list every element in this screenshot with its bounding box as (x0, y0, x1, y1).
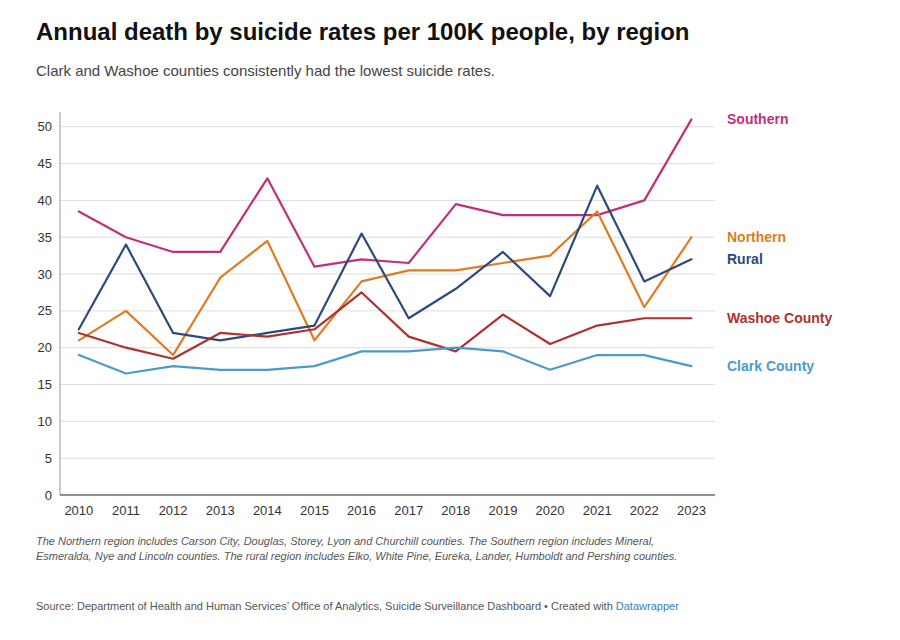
y-tick-label: 25 (38, 303, 52, 318)
series-label: Clark County (727, 358, 814, 374)
grid-line (60, 237, 715, 238)
grid-line (60, 458, 715, 459)
source-link: Datawrapper (616, 600, 679, 612)
series-line (79, 211, 692, 355)
x-tick-label: 2017 (394, 503, 423, 518)
grid-line (60, 163, 715, 164)
grid-line (60, 347, 715, 348)
y-axis-line (60, 112, 61, 495)
x-tick-label: 2013 (206, 503, 235, 518)
y-tick-label: 0 (45, 488, 52, 503)
series-line (79, 348, 692, 374)
y-tick-label: 10 (38, 414, 52, 429)
series-line (79, 119, 692, 266)
x-tick-label: 2023 (677, 503, 706, 518)
series-label: Northern (727, 229, 786, 245)
x-tick-label: 2019 (488, 503, 517, 518)
chart-container: Annual death by suicide rates per 100K p… (0, 0, 900, 640)
x-tick-label: 2018 (441, 503, 470, 518)
grid-line (60, 495, 715, 496)
x-tick-label: 2010 (64, 503, 93, 518)
y-tick-label: 30 (38, 267, 52, 282)
series-line (79, 292, 692, 358)
subtitle: Clark and Washoe counties consistently h… (36, 62, 495, 79)
series-label: Southern (727, 111, 788, 127)
x-tick-label: 2020 (536, 503, 565, 518)
x-tick-label: 2012 (159, 503, 188, 518)
x-axis-line (60, 495, 715, 496)
grid-line (60, 310, 715, 311)
source-text: Source: Department of Health and Human S… (36, 600, 616, 612)
x-tick-label: 2011 (112, 503, 140, 518)
y-tick-label: 50 (38, 119, 52, 134)
x-tick-label: 2021 (583, 503, 612, 518)
footer-note: The Northern region includes Carson City… (36, 535, 677, 562)
x-tick-label: 2022 (630, 503, 659, 518)
series-label: Washoe County (727, 310, 832, 326)
grid-line (60, 384, 715, 385)
grid-line (60, 421, 715, 422)
x-tick-label: 2016 (347, 503, 376, 518)
y-tick-label: 40 (38, 193, 52, 208)
y-tick-label: 15 (38, 377, 52, 392)
series-line (79, 186, 692, 341)
chart: Annual death by suicide rates per 100K p… (0, 0, 900, 640)
lines (79, 119, 692, 373)
grid-line (60, 126, 715, 127)
x-tick-label: 2015 (300, 503, 329, 518)
y-tick-label: 45 (38, 156, 52, 171)
grid (60, 127, 715, 495)
title: Annual death by suicide rates per 100K p… (36, 18, 690, 45)
footer-source: Source: Department of Health and Human S… (36, 600, 679, 612)
grid-line (60, 200, 715, 201)
y-tick-label: 5 (45, 451, 52, 466)
y-tick-label: 35 (38, 230, 52, 245)
x-tick-label: 2014 (253, 503, 282, 518)
series-label: Rural (727, 251, 763, 267)
y-tick-label: 20 (38, 340, 52, 355)
